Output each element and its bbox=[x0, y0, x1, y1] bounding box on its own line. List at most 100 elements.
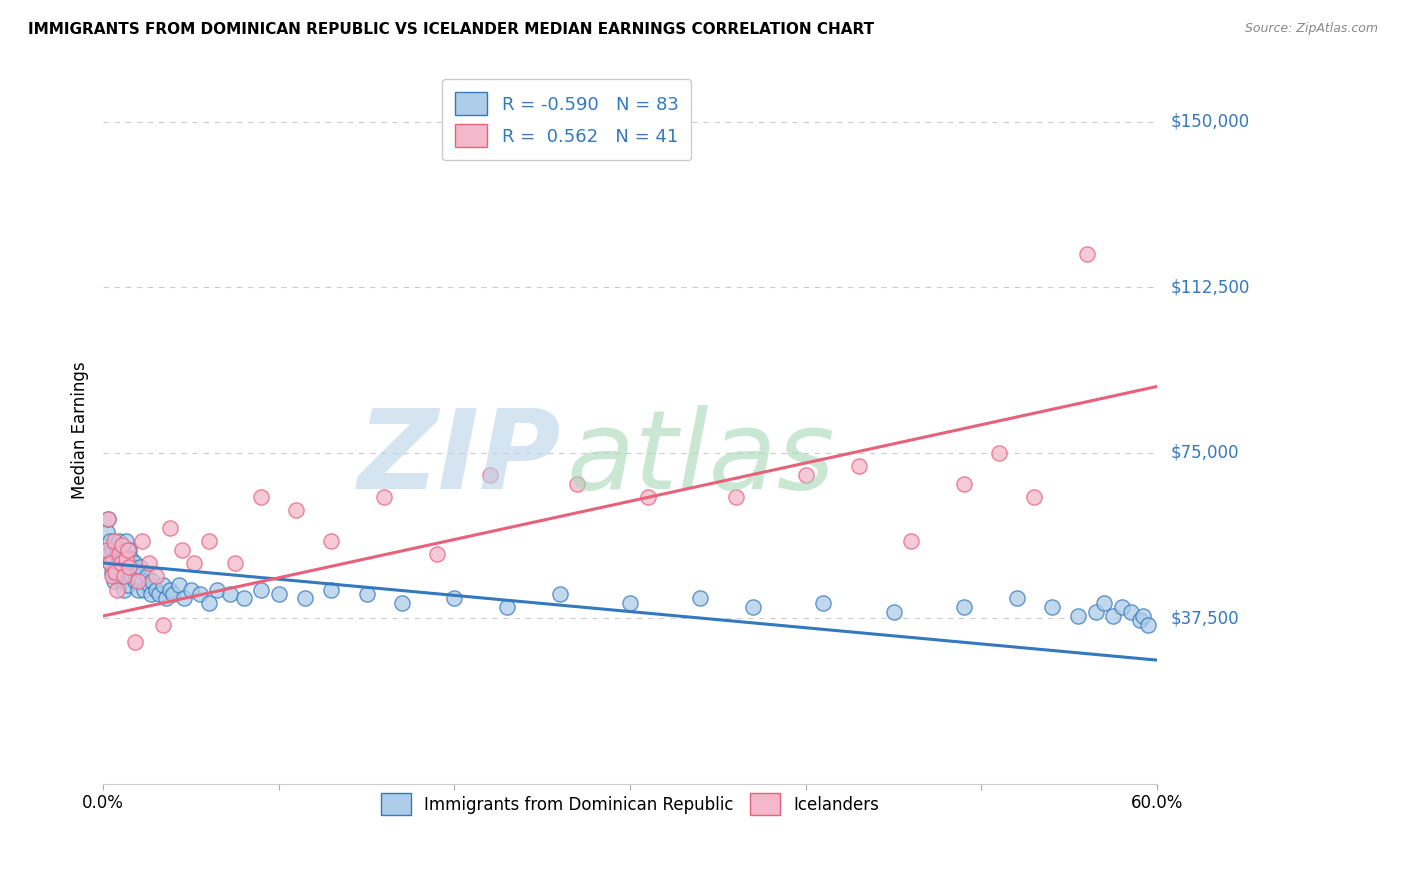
Point bbox=[101, 542, 124, 557]
Point bbox=[108, 556, 131, 570]
Point bbox=[118, 565, 141, 579]
Text: ZIP: ZIP bbox=[359, 405, 561, 512]
Text: IMMIGRANTS FROM DOMINICAN REPUBLIC VS ICELANDER MEDIAN EARNINGS CORRELATION CHAR: IMMIGRANTS FROM DOMINICAN REPUBLIC VS IC… bbox=[28, 22, 875, 37]
Point bbox=[111, 551, 134, 566]
Point bbox=[794, 467, 817, 482]
Point bbox=[141, 574, 163, 588]
Point bbox=[953, 476, 976, 491]
Point bbox=[112, 582, 135, 597]
Point bbox=[120, 569, 142, 583]
Point bbox=[145, 582, 167, 597]
Point bbox=[104, 538, 127, 552]
Point bbox=[267, 587, 290, 601]
Text: Source: ZipAtlas.com: Source: ZipAtlas.com bbox=[1244, 22, 1378, 36]
Point bbox=[1040, 600, 1063, 615]
Point bbox=[148, 587, 170, 601]
Point bbox=[110, 556, 132, 570]
Point bbox=[139, 587, 162, 601]
Point bbox=[496, 600, 519, 615]
Point bbox=[207, 582, 229, 597]
Point bbox=[1076, 247, 1098, 261]
Point bbox=[321, 582, 343, 597]
Point bbox=[742, 600, 765, 615]
Point bbox=[98, 533, 121, 548]
Point bbox=[988, 445, 1011, 459]
Point bbox=[250, 582, 273, 597]
Point bbox=[232, 591, 254, 606]
Point bbox=[883, 605, 905, 619]
Point bbox=[138, 578, 160, 592]
Point bbox=[1137, 617, 1160, 632]
Point bbox=[101, 565, 124, 579]
Point bbox=[129, 560, 152, 574]
Point bbox=[124, 556, 146, 570]
Point bbox=[97, 547, 120, 561]
Text: $75,000: $75,000 bbox=[1171, 443, 1240, 462]
Point bbox=[127, 569, 149, 583]
Point bbox=[188, 587, 211, 601]
Point bbox=[159, 521, 181, 535]
Point bbox=[443, 591, 465, 606]
Point bbox=[848, 458, 870, 473]
Point bbox=[115, 533, 138, 548]
Point bbox=[132, 582, 155, 597]
Point bbox=[172, 542, 194, 557]
Point bbox=[136, 569, 159, 583]
Point bbox=[173, 591, 195, 606]
Text: $112,500: $112,500 bbox=[1171, 278, 1250, 296]
Point bbox=[197, 596, 219, 610]
Point bbox=[124, 635, 146, 649]
Point bbox=[159, 582, 181, 597]
Point bbox=[391, 596, 413, 610]
Point bbox=[122, 560, 145, 574]
Point bbox=[97, 512, 120, 526]
Point bbox=[152, 578, 174, 592]
Point bbox=[218, 587, 240, 601]
Text: $37,500: $37,500 bbox=[1171, 609, 1240, 627]
Point bbox=[637, 490, 659, 504]
Point bbox=[138, 556, 160, 570]
Point bbox=[321, 533, 343, 548]
Point bbox=[115, 569, 138, 583]
Point bbox=[118, 560, 141, 574]
Point bbox=[105, 569, 128, 583]
Point bbox=[1119, 605, 1142, 619]
Point bbox=[162, 587, 184, 601]
Point bbox=[96, 542, 118, 557]
Point bbox=[145, 569, 167, 583]
Point bbox=[180, 582, 202, 597]
Point bbox=[117, 556, 139, 570]
Point bbox=[1129, 614, 1152, 628]
Point bbox=[426, 547, 449, 561]
Legend: Immigrants from Dominican Republic, Icelanders: Immigrants from Dominican Republic, Icel… bbox=[371, 783, 890, 825]
Point bbox=[110, 565, 132, 579]
Point bbox=[103, 551, 125, 566]
Y-axis label: Median Earnings: Median Earnings bbox=[72, 362, 89, 500]
Point bbox=[103, 533, 125, 548]
Point bbox=[478, 467, 501, 482]
Point bbox=[104, 565, 127, 579]
Text: atlas: atlas bbox=[567, 405, 835, 512]
Point bbox=[1024, 490, 1046, 504]
Point bbox=[1084, 605, 1107, 619]
Point bbox=[127, 582, 149, 597]
Point bbox=[813, 596, 835, 610]
Point bbox=[118, 542, 141, 557]
Point bbox=[1094, 596, 1116, 610]
Point bbox=[224, 556, 246, 570]
Point bbox=[117, 578, 139, 592]
Point bbox=[152, 617, 174, 632]
Point bbox=[1005, 591, 1028, 606]
Point bbox=[105, 582, 128, 597]
Point bbox=[285, 503, 308, 517]
Point bbox=[115, 547, 138, 561]
Point bbox=[115, 551, 138, 566]
Point bbox=[103, 574, 125, 588]
Point bbox=[110, 542, 132, 557]
Point bbox=[294, 591, 316, 606]
Point bbox=[96, 525, 118, 540]
Point bbox=[1102, 609, 1125, 624]
Point bbox=[98, 556, 121, 570]
Point bbox=[1111, 600, 1133, 615]
Point bbox=[250, 490, 273, 504]
